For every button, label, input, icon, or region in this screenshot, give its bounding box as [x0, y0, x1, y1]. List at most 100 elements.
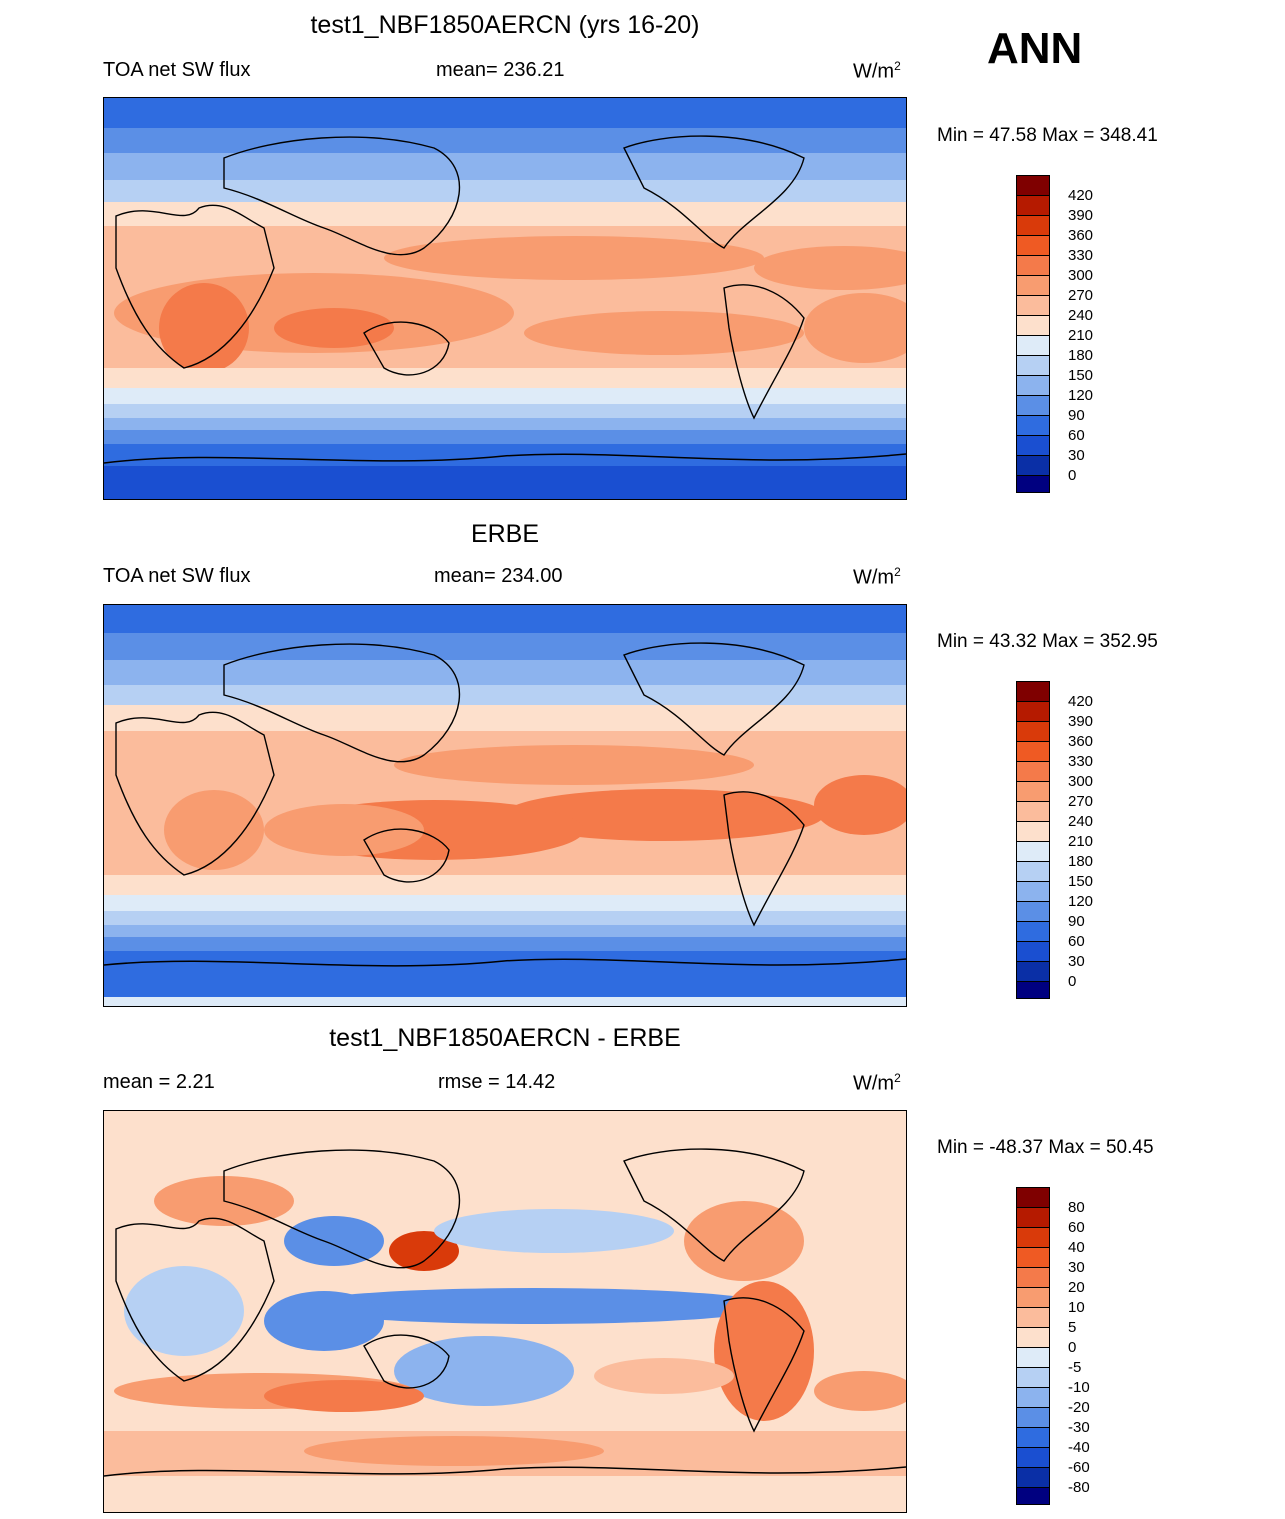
colorbar-swatch	[1016, 1187, 1050, 1207]
colorbar-label: 60	[1068, 427, 1085, 444]
colorbar-swatch	[1016, 841, 1050, 861]
colorbar-swatch	[1016, 1227, 1050, 1247]
colorbar-swatch	[1016, 1287, 1050, 1307]
colorbar-label: -20	[1068, 1399, 1090, 1416]
season-label: ANN	[987, 24, 1083, 73]
colorbar-swatch	[1016, 1487, 1050, 1505]
colorbar-swatch	[1016, 761, 1050, 781]
colorbar-label: -10	[1068, 1379, 1090, 1396]
colorbar-label: 20	[1068, 1279, 1085, 1296]
min-max-model: Min = 47.58 Max = 348.41	[937, 125, 1158, 146]
colorbar-swatch	[1016, 255, 1050, 275]
panel-title-diff: test1_NBF1850AERCN - ERBE	[329, 1024, 681, 1052]
colorbar-swatch	[1016, 701, 1050, 721]
colorbar-swatch	[1016, 881, 1050, 901]
colorbar-swatch	[1016, 175, 1050, 195]
colorbar-label: 90	[1068, 407, 1085, 424]
colorbar-label: 0	[1068, 973, 1077, 990]
map-obs	[103, 604, 907, 1007]
colorbar-label: 120	[1068, 893, 1094, 910]
colorbar-swatch	[1016, 395, 1050, 415]
panel-units-diff: W/m2	[853, 1071, 901, 1095]
panel-mean-diff: mean = 2.21	[103, 1071, 215, 1093]
colorbar-label: 30	[1068, 953, 1085, 970]
map-field-diff	[104, 1111, 906, 1512]
colorbar-swatch	[1016, 821, 1050, 841]
colorbar-swatch	[1016, 781, 1050, 801]
colorbar-label: 330	[1068, 753, 1094, 770]
colorbar-swatch	[1016, 1407, 1050, 1427]
panel-title-obs: ERBE	[470, 520, 540, 548]
colorbar-label: 300	[1068, 773, 1094, 790]
colorbar-label: 330	[1068, 247, 1094, 264]
colorbar-swatch	[1016, 435, 1050, 455]
colorbar-label: 420	[1068, 693, 1094, 710]
colorbar-label: 0	[1068, 1339, 1077, 1356]
colorbar-label: 60	[1068, 933, 1085, 950]
colorbar-label: 210	[1068, 833, 1094, 850]
colorbar-swatch	[1016, 1387, 1050, 1407]
colorbar-swatch	[1016, 1307, 1050, 1327]
colorbar-label: 300	[1068, 267, 1094, 284]
map-field-model	[104, 98, 906, 499]
colorbar-swatch	[1016, 415, 1050, 435]
colorbar-label: 390	[1068, 713, 1094, 730]
colorbar-label: 40	[1068, 1239, 1085, 1256]
colorbar-swatch	[1016, 981, 1050, 999]
colorbar-label: 180	[1068, 347, 1094, 364]
colorbar-swatch	[1016, 375, 1050, 395]
colorbar-swatch	[1016, 1247, 1050, 1267]
map-diff	[103, 1110, 907, 1513]
colorbar-label: 240	[1068, 813, 1094, 830]
colorbar-swatch	[1016, 1367, 1050, 1387]
colorbar-swatch	[1016, 1467, 1050, 1487]
panel-title-model: test1_NBF1850AERCN (yrs 16-20)	[310, 11, 700, 39]
colorbar-label: 10	[1068, 1299, 1085, 1316]
panel-units-model: W/m2	[853, 59, 901, 83]
panel-rmse-diff: rmse = 14.42	[438, 1071, 556, 1093]
colorbar-label: 270	[1068, 793, 1094, 810]
colorbar-label: 5	[1068, 1319, 1077, 1336]
colorbar-label: 360	[1068, 733, 1094, 750]
panel-left-label-obs: TOA net SW flux	[103, 565, 251, 587]
colorbar-label: 360	[1068, 227, 1094, 244]
colorbar-swatch	[1016, 681, 1050, 701]
colorbar-label: -80	[1068, 1479, 1090, 1496]
colorbar-swatch	[1016, 1447, 1050, 1467]
map-field-obs	[104, 605, 906, 1006]
colorbar-swatch	[1016, 1427, 1050, 1447]
colorbar-label: 150	[1068, 873, 1094, 890]
colorbar-swatch	[1016, 235, 1050, 255]
colorbar-swatch	[1016, 275, 1050, 295]
colorbar-swatch	[1016, 295, 1050, 315]
colorbar-swatch	[1016, 215, 1050, 235]
colorbar-swatch	[1016, 335, 1050, 355]
panel-units-obs: W/m2	[853, 565, 901, 589]
panel-left-label-model: TOA net SW flux	[103, 59, 251, 81]
colorbar-label: 180	[1068, 853, 1094, 870]
colorbar-swatch	[1016, 941, 1050, 961]
colorbar-label: -30	[1068, 1419, 1090, 1436]
colorbar-swatch	[1016, 721, 1050, 741]
colorbar-swatch	[1016, 861, 1050, 881]
colorbar-label: 30	[1068, 447, 1085, 464]
colorbar-swatch	[1016, 1347, 1050, 1367]
colorbar-swatch	[1016, 1267, 1050, 1287]
colorbar-label: 390	[1068, 207, 1094, 224]
colorbar-swatch	[1016, 921, 1050, 941]
colorbar-label: 0	[1068, 467, 1077, 484]
colorbar-label: -40	[1068, 1439, 1090, 1456]
colorbar-swatch	[1016, 901, 1050, 921]
colorbar-label: 270	[1068, 287, 1094, 304]
panel-mean-model: mean= 236.21	[436, 59, 565, 81]
colorbar-swatch	[1016, 475, 1050, 493]
colorbar-label: 210	[1068, 327, 1094, 344]
colorbar-swatch	[1016, 195, 1050, 215]
colorbar-swatch	[1016, 961, 1050, 981]
colorbar-label: 240	[1068, 307, 1094, 324]
min-max-obs: Min = 43.32 Max = 352.95	[937, 631, 1158, 652]
colorbar-label: 30	[1068, 1259, 1085, 1276]
colorbar-label: 80	[1068, 1199, 1085, 1216]
colorbar-swatch	[1016, 1207, 1050, 1227]
colorbar-label: -60	[1068, 1459, 1090, 1476]
